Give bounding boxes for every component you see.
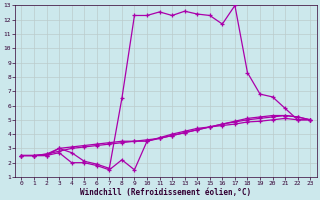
X-axis label: Windchill (Refroidissement éolien,°C): Windchill (Refroidissement éolien,°C)	[80, 188, 252, 197]
